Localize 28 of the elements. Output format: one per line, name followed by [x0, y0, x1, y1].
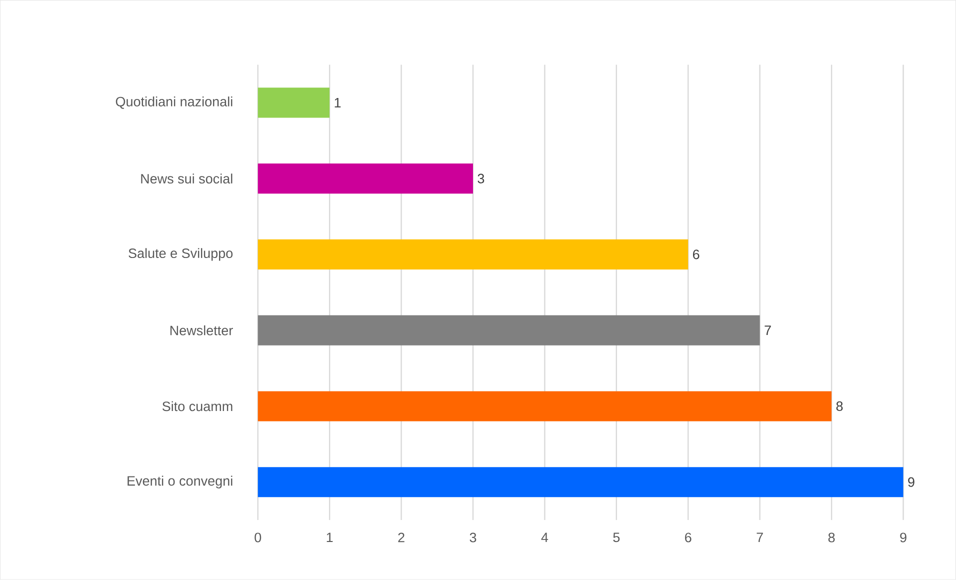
- data-label: 9: [908, 477, 914, 487]
- bar: [258, 240, 688, 270]
- bar: [258, 467, 904, 498]
- x-tick-label: 4: [541, 532, 548, 542]
- x-tick-label: 8: [828, 532, 835, 542]
- y-tick-label: News sui social: [141, 174, 232, 184]
- data-label: 6: [693, 250, 700, 260]
- y-tick-label: Newsletter: [170, 325, 233, 336]
- x-tick-label: 5: [613, 532, 620, 542]
- bar: [258, 315, 760, 346]
- x-tick-label: 2: [398, 532, 404, 542]
- bar: [258, 391, 832, 422]
- bar: [258, 88, 330, 118]
- x-tick-label: 1: [326, 532, 333, 542]
- data-label: 7: [764, 326, 771, 336]
- y-tick-label: Quotidiani nazionali: [116, 96, 232, 109]
- x-tick-label: 9: [900, 532, 906, 542]
- y-tick-label: Sito cuamm: [162, 401, 232, 412]
- y-tick-label: Salute e Sviluppo: [128, 248, 233, 261]
- data-label: 8: [836, 402, 843, 412]
- x-tick-label: 7: [756, 532, 763, 542]
- data-label: 3: [478, 174, 484, 184]
- data-label: 1: [334, 98, 341, 108]
- bar: [258, 164, 473, 194]
- x-tick-label: 3: [470, 532, 476, 542]
- x-tick-label: 0: [254, 532, 262, 542]
- y-tick-label: Eventi o convegni: [128, 476, 232, 488]
- x-tick-label: 6: [685, 532, 692, 542]
